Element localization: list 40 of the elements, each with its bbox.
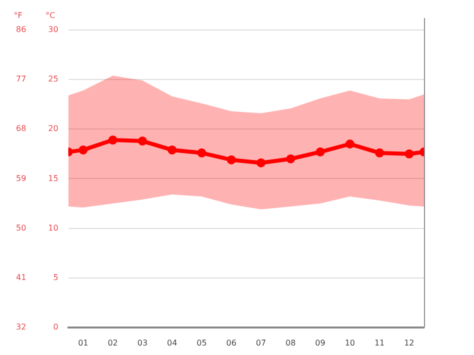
- y2-tick-label: 77: [16, 74, 26, 84]
- x-tick-label: 10: [344, 338, 355, 348]
- point: [316, 147, 325, 156]
- y-tick-label: 30: [48, 25, 58, 34]
- y-tick-label: 15: [48, 174, 58, 183]
- x-tick-label: 01: [78, 338, 88, 348]
- y2-tick-label: 50: [16, 223, 26, 232]
- y2-tick-label: 68: [16, 124, 26, 134]
- x-tick-label: 07: [256, 338, 266, 348]
- point: [286, 154, 296, 164]
- x-tick-label: 02: [108, 338, 118, 348]
- x-tick-label: 08: [286, 338, 296, 348]
- point: [345, 140, 354, 149]
- point: [168, 145, 177, 154]
- y-tick-label: 5: [53, 272, 58, 282]
- point: [138, 136, 147, 146]
- y2-tick-label: 59: [16, 174, 26, 183]
- y2-tick-label: 86: [16, 25, 26, 34]
- y2-tick-label: 32: [16, 322, 26, 332]
- y2-tick-label: 41: [16, 272, 26, 282]
- point: [404, 149, 414, 158]
- x-tick-label: 05: [196, 338, 207, 348]
- x-tick-label: 09: [315, 338, 326, 348]
- x-tick-label: 04: [166, 338, 178, 348]
- point: [256, 158, 266, 168]
- point: [197, 148, 206, 158]
- y-tick-label: 20: [48, 124, 58, 134]
- point: [226, 155, 236, 164]
- x-tick-label: 11: [374, 338, 385, 348]
- y2-axis-title: °F: [14, 11, 23, 20]
- y-axis-title: °C: [45, 11, 56, 20]
- x-tick-label: 12: [404, 338, 414, 348]
- y-tick-label: 0: [53, 322, 58, 332]
- y-tick-label: 25: [48, 74, 58, 84]
- x-tick-label: 06: [226, 338, 236, 348]
- point: [108, 136, 118, 145]
- y-tick-label: 10: [48, 223, 58, 232]
- x-tick-label: 03: [137, 338, 148, 348]
- point: [78, 145, 88, 154]
- point: [375, 148, 384, 158]
